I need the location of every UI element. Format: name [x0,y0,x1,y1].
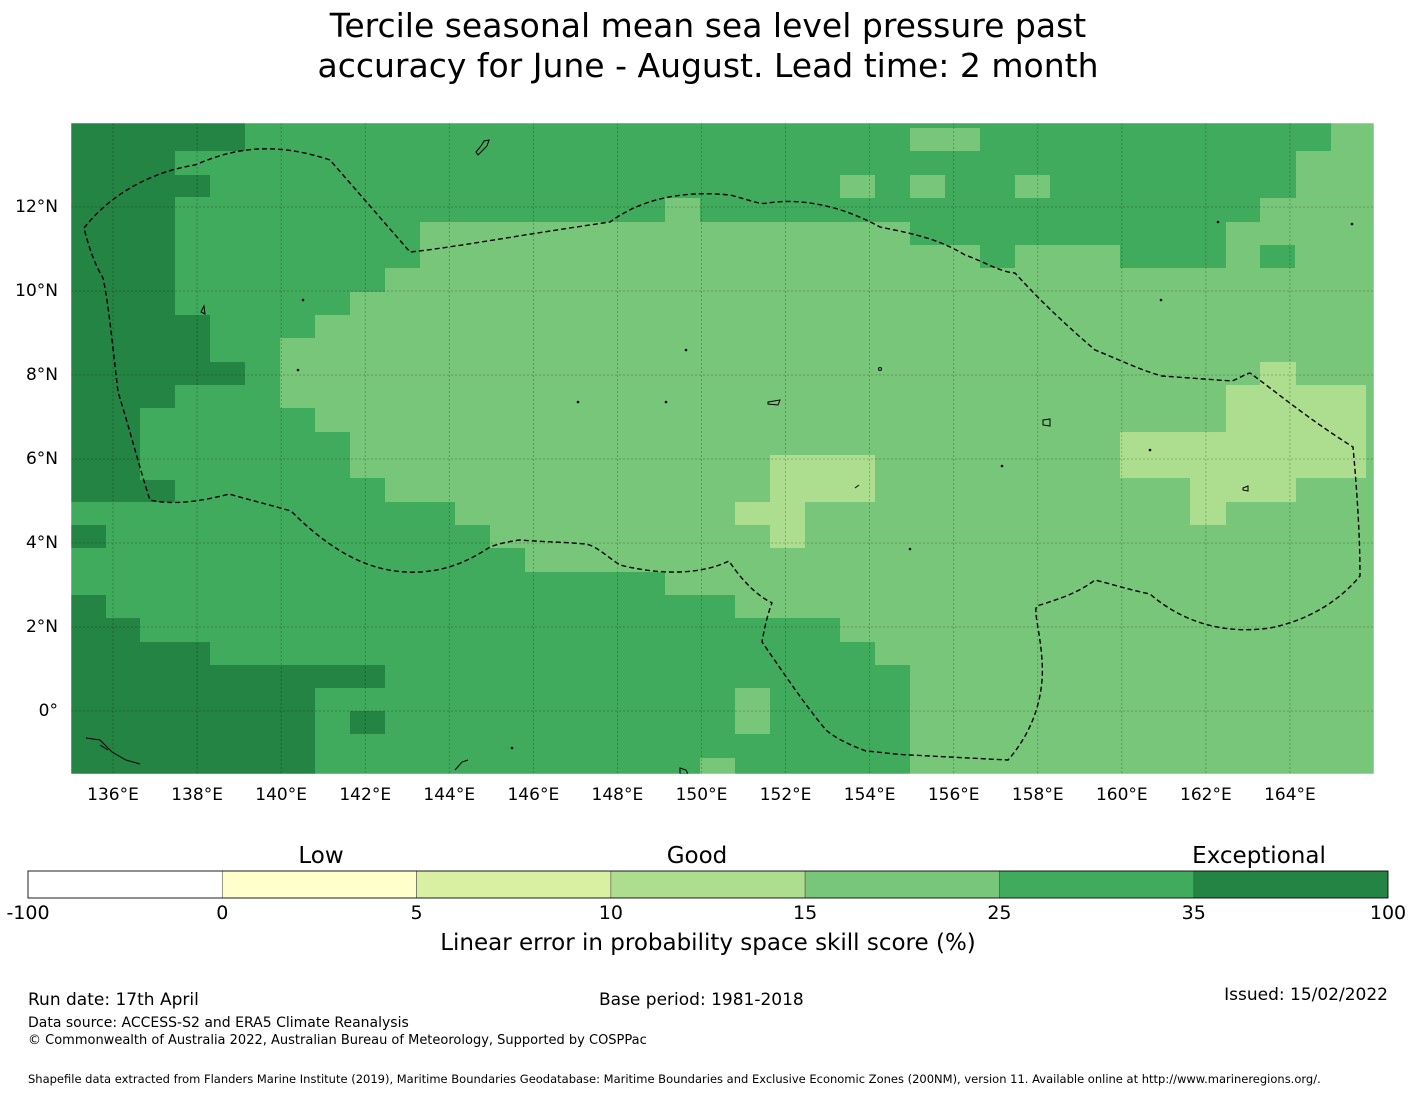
issued-date: Issued: 15/02/2022 [1224,985,1388,1005]
skill-zone-15-25-patch-a [910,128,980,151]
colorbar-tick-label: 25 [987,902,1012,924]
copyright: © Commonwealth of Australia 2022, Austra… [28,1033,647,1048]
latitude-tick-label: 8°N [25,365,58,385]
skill-zone-35-100-west [71,123,245,502]
island-dot-9 [1216,220,1220,224]
longitude-tick-label: 152°E [759,785,812,805]
skill-zone-35-100-southwest [71,595,385,774]
colorbar [27,870,1389,899]
island-dot-13 [510,746,514,750]
island-dot-10 [1350,222,1354,226]
island-dot-12 [576,400,580,404]
island-guam [475,139,490,156]
longitude-tick-label: 156°E [927,785,980,805]
island-dot-11 [301,298,305,302]
latitude-tick-label: 4°N [25,533,58,553]
latitude-tick-label: 12°N [15,197,58,217]
longitude-tick-label: 158°E [1011,785,1064,805]
colorbar-segment [27,870,223,899]
longitude-tick-label: 140°E [255,785,308,805]
colorbar-tick-label: 0 [216,902,229,924]
island-dot-6 [1148,448,1152,452]
longitude-tick-label: 150°E [675,785,728,805]
eez-boundary [83,148,1361,761]
skill-zone-10-15-east [1120,362,1366,525]
colorbar-tick-label: -100 [6,902,50,924]
data-source: Data source: ACCESS-S2 and ERA5 Climate … [28,1015,409,1031]
island-new-ireland [454,759,469,771]
shapefile-credit: Shapefile data extracted from Flanders M… [28,1072,1321,1086]
longitude-tick-label: 160°E [1095,785,1148,805]
skill-zone-15-25-patch-e [735,688,770,734]
island-chuuk [767,399,781,406]
island-dot-7 [908,547,912,551]
skill-zone-15-25-patch-c [910,175,945,198]
legend-category-good: Good [666,843,728,869]
island-kosrae [854,484,860,489]
longitude-tick-label: 136°E [87,785,139,805]
chart-title: Tercile seasonal mean sea level pressure… [0,6,1416,86]
colorbar-tick-label: 15 [793,902,818,924]
latitude-tick-label: 6°N [25,449,58,469]
latitude-tick-label: 2°N [25,617,58,637]
island-outlines [85,139,1354,774]
colorbar-segment [1193,870,1389,899]
colorbar-segment [999,870,1195,899]
longitude-tick-label: 138°E [171,785,223,805]
colorbar-frame [27,870,1389,899]
colorbar-segment [416,870,612,899]
island-dot-1 [878,367,882,371]
longitude-tick-label: 148°E [591,785,644,805]
colorbar-tick-label: 10 [598,902,623,924]
island-png-north [85,737,141,765]
run-date: Run date: 17th April [28,990,199,1010]
island-dot-4 [296,368,300,372]
longitude-tick-label: 142°E [339,785,392,805]
longitude-tick-label: 164°E [1264,785,1316,805]
skill-zone-35-100-patch [71,525,106,548]
colorbar-segment [610,870,806,899]
longitude-tick-label: 146°E [507,785,560,805]
skill-zone-15-25-central [280,123,1374,774]
longitude-tick-label: 162°E [1180,785,1232,805]
latitude-tick-label: 0° [38,701,58,721]
legend-category-exceptional: Exceptional [1192,843,1326,869]
skill-zone-10-15-centre [735,455,875,548]
colorbar-segment [221,870,417,899]
colorbar-tick-label: 5 [410,902,423,924]
island-dot-2 [684,348,688,352]
island-kwajalein [1042,418,1051,427]
island-saipan [200,304,206,315]
skill-zone-15-25-patch-b [840,175,875,198]
colorbar-segment [804,870,1000,899]
skill-zone-15-25-patch-f [700,758,735,774]
base-period: Base period: 1981-2018 [599,990,804,1010]
longitude-tick-label: 144°E [423,785,476,805]
colorbar-tick-label: 100 [1369,902,1407,924]
colorbar-title: Linear error in probability space skill … [440,930,976,956]
title-line-2: accuracy for June - August. Lead time: 2… [317,46,1099,85]
longitude-tick-label: 154°E [843,785,896,805]
skill-zone-35-100-southpatch [350,711,385,734]
colorbar-tick-label: 35 [1181,902,1206,924]
skill-zone-25-35-inner-patch [1260,245,1295,268]
latitude-tick-label: 10°N [15,281,58,301]
island-manus [679,767,689,774]
island-dot-3 [664,400,668,404]
island-pohnpei [1242,485,1249,492]
legend-category-low: Low [298,843,344,869]
title-line-1: Tercile seasonal mean sea level pressure… [329,6,1087,45]
map-frame [70,122,1375,775]
skill-zone-15-25-patch-d [1015,175,1050,198]
island-dot-5 [1159,298,1163,302]
island-dot-8 [1000,464,1004,468]
